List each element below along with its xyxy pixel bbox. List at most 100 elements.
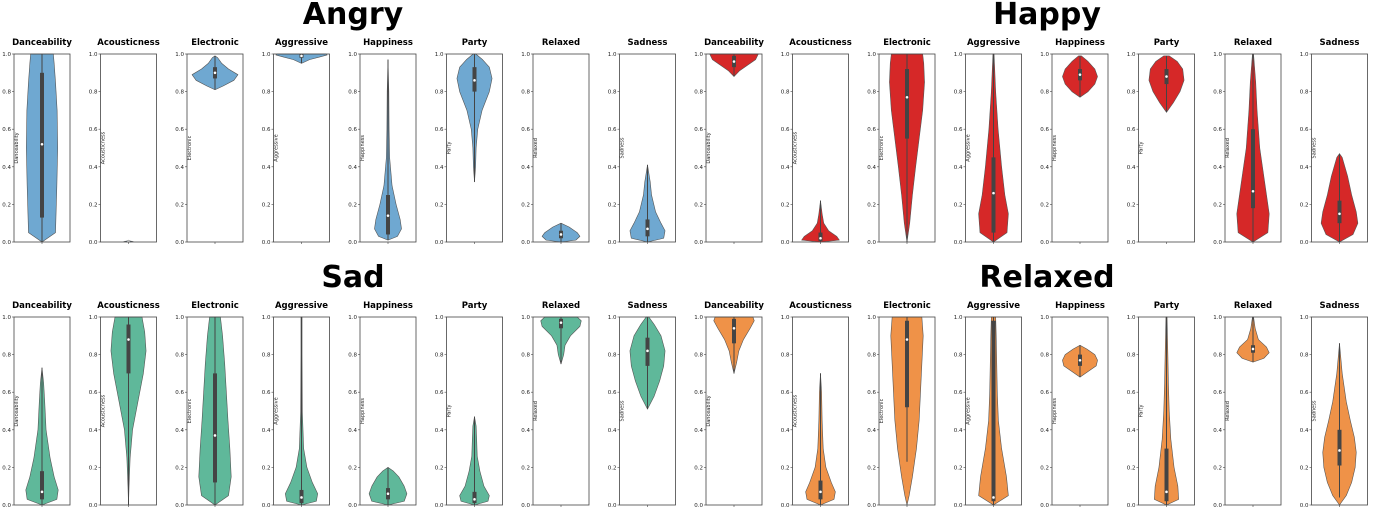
y-tick-label-angry-acousticness-0: 0.0 (89, 240, 98, 246)
violin-median-sad-danceability (40, 490, 44, 494)
violin-iqr-box-happy-electronic (905, 69, 909, 139)
y-tick-label-happy-sadness-1: 0.2 (1300, 202, 1309, 208)
y-tick-label-angry-happiness-1: 0.2 (348, 202, 357, 208)
y-tick-label-happy-relaxed-4: 0.8 (1213, 90, 1222, 96)
violin-median-angry-aggressive (300, 54, 303, 58)
panel-relaxed-party: Party Party 0.0 0.2 0.4 0.6 0.8 1.0 (1127, 301, 1195, 509)
panel-happy-relaxed: Relaxed Relaxed 0.0 0.2 0.4 0.6 0.8 1.0 (1213, 38, 1282, 246)
violin-median-angry-electronic (213, 71, 217, 75)
y-tick-label-happy-danceability-2: 0.4 (694, 165, 703, 171)
y-axis-label-angry-aggressive: Aggressive (274, 134, 280, 161)
panel-happy-sadness: Sadness Sadness 0.0 0.2 0.4 0.6 0.8 1.0 (1300, 38, 1368, 246)
violin-iqr-box-happy-sadness (1337, 200, 1342, 224)
panel-frame-happy-danceability (705, 53, 763, 243)
y-tick-label-relaxed-danceability-5: 1.0 (694, 315, 703, 321)
panel-frame-angry-acousticness (100, 53, 157, 243)
y-tick-label-happy-aggressive-2: 0.4 (954, 165, 963, 171)
y-tick-label-happy-danceability-3: 0.6 (694, 127, 703, 133)
y-tick-label-angry-danceability-0: 0.0 (2, 240, 11, 246)
y-tick-label-happy-acousticness-4: 0.8 (781, 90, 790, 96)
y-tick-label-sad-danceability-5: 1.0 (2, 315, 11, 321)
panel-sad-electronic: Electronic Electronic 0.0 0.2 0.4 0.6 0.8 1.0 (175, 301, 244, 509)
panel-title-relaxed-electronic: Electronic (883, 301, 931, 311)
y-tick-label-sad-party-5: 1.0 (435, 315, 444, 321)
y-tick-label-relaxed-relaxed-1: 0.2 (1213, 465, 1222, 471)
y-axis-label-sad-sadness: Sadness (620, 400, 626, 421)
violin-iqr-box-relaxed-sadness (1337, 429, 1342, 466)
y-axis-label-relaxed-aggressive: Aggressive (966, 397, 972, 424)
panel-angry-danceability: Danceability Danceability 0.0 0.2 0.4 0.6 0.8 1… (2, 38, 72, 246)
y-tick-label-sad-relaxed-0: 0.0 (521, 503, 530, 509)
y-tick-label-sad-acousticness-5: 1.0 (89, 315, 98, 321)
y-tick-label-sad-relaxed-1: 0.2 (521, 465, 530, 471)
y-tick-label-sad-sadness-3: 0.6 (608, 390, 617, 396)
y-tick-label-angry-acousticness-1: 0.2 (89, 202, 98, 208)
y-tick-label-relaxed-acousticness-2: 0.4 (781, 428, 790, 434)
y-axis-label-happy-sadness: Sadness (1312, 137, 1318, 158)
y-axis-label-angry-acousticness: Acousticness (101, 131, 107, 164)
y-tick-label-sad-party-0: 0.0 (435, 503, 444, 509)
y-tick-label-angry-acousticness-3: 0.6 (89, 127, 98, 133)
y-tick-label-relaxed-acousticness-3: 0.6 (781, 390, 790, 396)
y-tick-label-happy-party-2: 0.4 (1127, 165, 1136, 171)
y-axis-label-angry-party: Party (447, 142, 453, 155)
panels: Danceability Danceability 0.0 0.2 0.4 0.6 0.8 1… (2, 38, 1368, 509)
panel-title-angry-sadness: Sadness (628, 38, 668, 48)
y-axis-label-angry-sadness: Sadness (620, 137, 626, 158)
y-tick-label-angry-aggressive-4: 0.8 (262, 90, 271, 96)
y-axis-label-sad-danceability: Danceability (14, 395, 20, 426)
y-tick-label-sad-danceability-0: 0.0 (2, 503, 11, 509)
y-tick-label-sad-electronic-2: 0.4 (175, 428, 184, 434)
y-tick-label-angry-happiness-0: 0.0 (348, 240, 357, 246)
panel-title-relaxed-happiness: Happiness (1055, 301, 1105, 311)
panel-title-relaxed-danceability: Danceability (704, 301, 764, 311)
y-tick-label-angry-danceability-3: 0.6 (2, 127, 11, 133)
y-tick-label-happy-sadness-2: 0.4 (1300, 165, 1309, 171)
violin-iqr-box-sad-danceability (40, 471, 44, 500)
violin-iqr-box-relaxed-acousticness (818, 480, 823, 500)
y-tick-label-relaxed-electronic-5: 1.0 (867, 315, 876, 321)
violin-median-happy-danceability (732, 60, 736, 63)
y-axis-label-sad-electronic: Electronic (187, 398, 193, 423)
violin-median-happy-relaxed (1251, 189, 1255, 193)
y-axis-label-sad-acousticness: Acousticness (101, 394, 107, 427)
y-tick-label-relaxed-happiness-1: 0.2 (1040, 465, 1049, 471)
y-tick-label-happy-electronic-0: 0.0 (867, 240, 876, 246)
y-tick-label-happy-relaxed-2: 0.4 (1213, 165, 1222, 171)
y-tick-label-sad-acousticness-1: 0.2 (89, 465, 98, 471)
y-tick-label-angry-danceability-2: 0.4 (2, 165, 11, 171)
y-tick-label-happy-party-4: 0.8 (1127, 90, 1136, 96)
violin-median-relaxed-acousticness (819, 490, 822, 494)
y-tick-label-sad-electronic-0: 0.0 (175, 503, 184, 509)
panel-title-relaxed-party: Party (1154, 301, 1180, 311)
panel-angry-acousticness: Acousticness Acousticness 0.0 0.2 0.4 0.6 0.8 1… (89, 38, 160, 246)
panel-angry-happiness: Happiness Happiness 0.0 0.2 0.4 0.6 0.8 1.0 (348, 38, 417, 246)
y-tick-label-happy-party-1: 0.2 (1127, 202, 1136, 208)
panel-title-happy-acousticness: Acousticness (789, 38, 852, 48)
y-tick-label-happy-aggressive-5: 1.0 (954, 52, 963, 58)
y-tick-label-sad-acousticness-4: 0.8 (89, 353, 98, 359)
y-tick-label-happy-aggressive-4: 0.8 (954, 90, 963, 96)
y-tick-label-angry-aggressive-2: 0.4 (262, 165, 271, 171)
y-tick-label-happy-danceability-0: 0.0 (694, 240, 703, 246)
y-tick-label-sad-happiness-4: 0.8 (348, 353, 357, 359)
panel-title-sad-electronic: Electronic (191, 301, 239, 311)
y-tick-label-sad-party-3: 0.6 (435, 390, 444, 396)
y-tick-label-relaxed-aggressive-4: 0.8 (954, 353, 963, 359)
panel-angry-relaxed: Relaxed Relaxed 0.0 0.2 0.4 0.6 0.8 1.0 (521, 38, 590, 246)
violin-median-sad-acousticness (127, 338, 130, 341)
y-tick-label-angry-sadness-2: 0.4 (608, 165, 617, 171)
y-tick-label-relaxed-relaxed-4: 0.8 (1213, 353, 1222, 359)
y-tick-label-sad-aggressive-5: 1.0 (262, 315, 271, 321)
panel-happy-acousticness: Acousticness Acousticness 0.0 0.2 0.4 0.6 0.8 1… (781, 38, 852, 246)
panel-sad-relaxed: Relaxed Relaxed 0.0 0.2 0.4 0.6 0.8 1.0 (521, 301, 590, 509)
y-tick-label-angry-acousticness-4: 0.8 (89, 90, 98, 96)
violin-median-happy-acousticness (819, 236, 822, 240)
y-axis-label-happy-party: Party (1139, 142, 1145, 155)
violin-median-sad-electronic (213, 434, 217, 437)
y-tick-label-sad-aggressive-2: 0.4 (262, 428, 271, 434)
violin-median-happy-party (1165, 75, 1168, 78)
y-tick-label-happy-party-3: 0.6 (1127, 127, 1136, 133)
y-tick-label-sad-happiness-3: 0.6 (348, 390, 357, 396)
